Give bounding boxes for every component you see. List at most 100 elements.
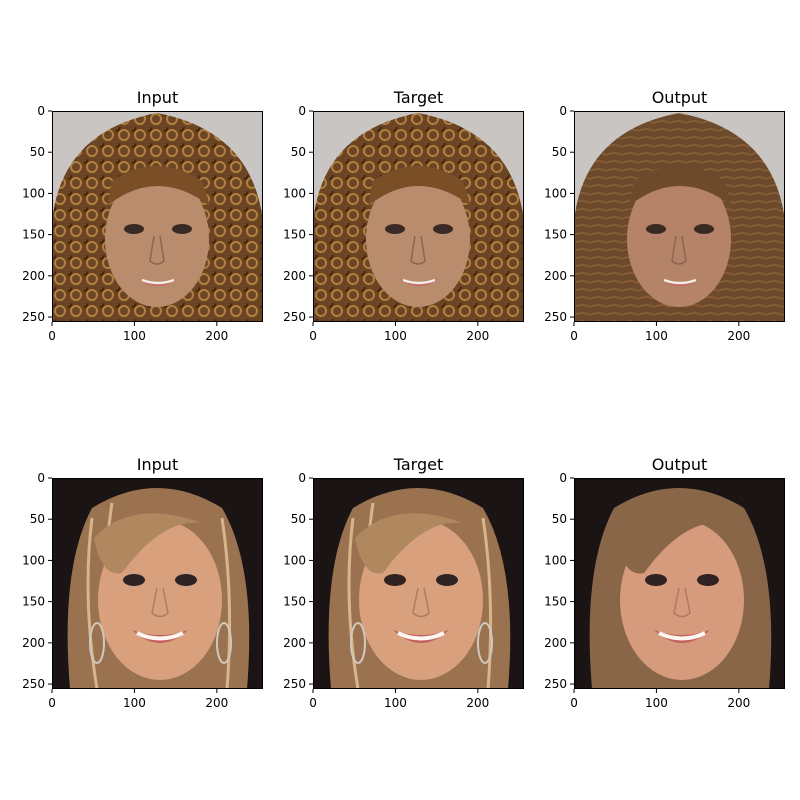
y-tick-label: 250 — [283, 677, 306, 691]
image-content — [313, 478, 524, 690]
y-tick-label: 0 — [298, 104, 306, 118]
x-tick-label: 200 — [205, 329, 228, 343]
right-eye — [694, 224, 714, 234]
nose — [412, 587, 430, 618]
panel-title: Target — [393, 88, 444, 107]
face-image-curly-smooth: 0 100 200 0 50 100 150 200 250 — [544, 104, 785, 343]
y-tick-label: 200 — [22, 269, 45, 283]
image-content — [52, 111, 263, 322]
right-earring — [216, 622, 232, 664]
panel-row1-output: Output 0 100 200 0 50 100 150 200 250 — [544, 88, 785, 343]
teeth — [136, 631, 184, 641]
fringe — [368, 166, 471, 206]
x-tick-label: 0 — [309, 329, 317, 343]
face-image-curly: 0 100 200 0 50 100 150 200 250 — [22, 104, 263, 343]
side-bangs — [355, 513, 463, 574]
image-content — [52, 478, 263, 690]
left-earring — [89, 622, 105, 664]
y-tick-label: 200 — [283, 636, 306, 650]
panel-title: Target — [393, 455, 444, 474]
right-eye — [175, 574, 197, 586]
y-tick-label: 250 — [22, 310, 45, 324]
right-eye — [172, 224, 192, 234]
panel-title: Input — [136, 455, 179, 474]
panel-row1-input: Input 0 100 200 0 50 100 150 200 250 — [22, 88, 263, 343]
right-eye — [436, 574, 458, 586]
x-tick-label: 200 — [466, 329, 489, 343]
axes-frame — [313, 111, 524, 322]
panel-row1-target: Target 0 100 200 0 50 100 150 200 250 — [283, 88, 524, 343]
y-tick-label: 200 — [544, 269, 567, 283]
panel-title: Output — [651, 455, 708, 474]
nose — [410, 235, 426, 265]
axes-frame — [52, 478, 263, 689]
left-eye — [384, 574, 406, 586]
right-eye — [697, 574, 719, 586]
panel-title: Input — [136, 88, 179, 107]
y-tick-label: 200 — [544, 636, 567, 650]
image-content — [574, 111, 785, 322]
y-tick-label: 0 — [559, 471, 567, 485]
y-tick-label: 250 — [22, 677, 45, 691]
x-tick-label: 0 — [48, 329, 56, 343]
y-tick-label: 50 — [30, 145, 45, 159]
x-tick-label: 100 — [384, 696, 407, 710]
face — [105, 171, 209, 307]
y-tick-label: 100 — [544, 186, 567, 200]
y-tick-label: 0 — [37, 104, 45, 118]
y-tick-label: 100 — [22, 553, 45, 567]
right-earring — [477, 622, 493, 664]
face — [627, 171, 731, 307]
y-tick-label: 50 — [291, 145, 306, 159]
y-tick-label: 100 — [283, 186, 306, 200]
y-tick-label: 150 — [283, 595, 306, 609]
panel-row2-output: Output 0 100 200 0 50 100 150 200 250 — [544, 455, 785, 710]
x-tick-label: 100 — [384, 329, 407, 343]
fringe — [107, 166, 210, 206]
left-eye — [385, 224, 405, 234]
x-tick-label: 0 — [570, 696, 578, 710]
y-tick-label: 0 — [37, 471, 45, 485]
y-tick-label: 150 — [544, 595, 567, 609]
x-tick-label: 200 — [466, 696, 489, 710]
panel-row2-input: Input 0 100 200 0 50 100 150 200 250 — [22, 455, 263, 710]
y-tick-label: 150 — [22, 228, 45, 242]
axes-frame — [574, 478, 785, 689]
y-tick-label: 100 — [544, 553, 567, 567]
left-eye — [123, 574, 145, 586]
y-tick-label: 150 — [283, 228, 306, 242]
axes-frame — [52, 111, 263, 322]
y-tick-label: 50 — [30, 512, 45, 526]
teeth — [658, 631, 706, 641]
face — [366, 171, 470, 307]
y-tick-label: 0 — [298, 471, 306, 485]
x-tick-label: 100 — [123, 696, 146, 710]
x-tick-label: 200 — [727, 696, 750, 710]
y-tick-label: 100 — [22, 186, 45, 200]
side-bangs — [616, 513, 724, 574]
axes-frame — [313, 478, 524, 689]
teeth — [141, 278, 175, 285]
panel-row2-target: Target 0 100 200 0 50 100 150 200 250 — [283, 455, 524, 710]
y-tick-label: 250 — [283, 310, 306, 324]
face-image-blonde-smooth: 0 100 200 0 50 100 150 200 250 — [544, 471, 785, 710]
x-tick-label: 200 — [727, 329, 750, 343]
y-tick-label: 0 — [559, 104, 567, 118]
x-tick-label: 100 — [123, 329, 146, 343]
left-eye — [646, 224, 666, 234]
panel-title: Output — [651, 88, 708, 107]
y-tick-label: 200 — [283, 269, 306, 283]
face-image-blonde: 0 100 200 0 50 100 150 200 250 — [283, 471, 524, 710]
nose — [673, 587, 691, 618]
x-tick-label: 0 — [570, 329, 578, 343]
left-eye — [124, 224, 144, 234]
image-content — [313, 111, 524, 322]
side-bangs — [94, 513, 202, 574]
left-eye — [645, 574, 667, 586]
teeth — [663, 278, 697, 285]
y-tick-label: 50 — [552, 512, 567, 526]
axes-frame — [574, 111, 785, 322]
y-tick-label: 100 — [283, 553, 306, 567]
x-tick-label: 100 — [645, 696, 668, 710]
teeth — [397, 631, 445, 641]
